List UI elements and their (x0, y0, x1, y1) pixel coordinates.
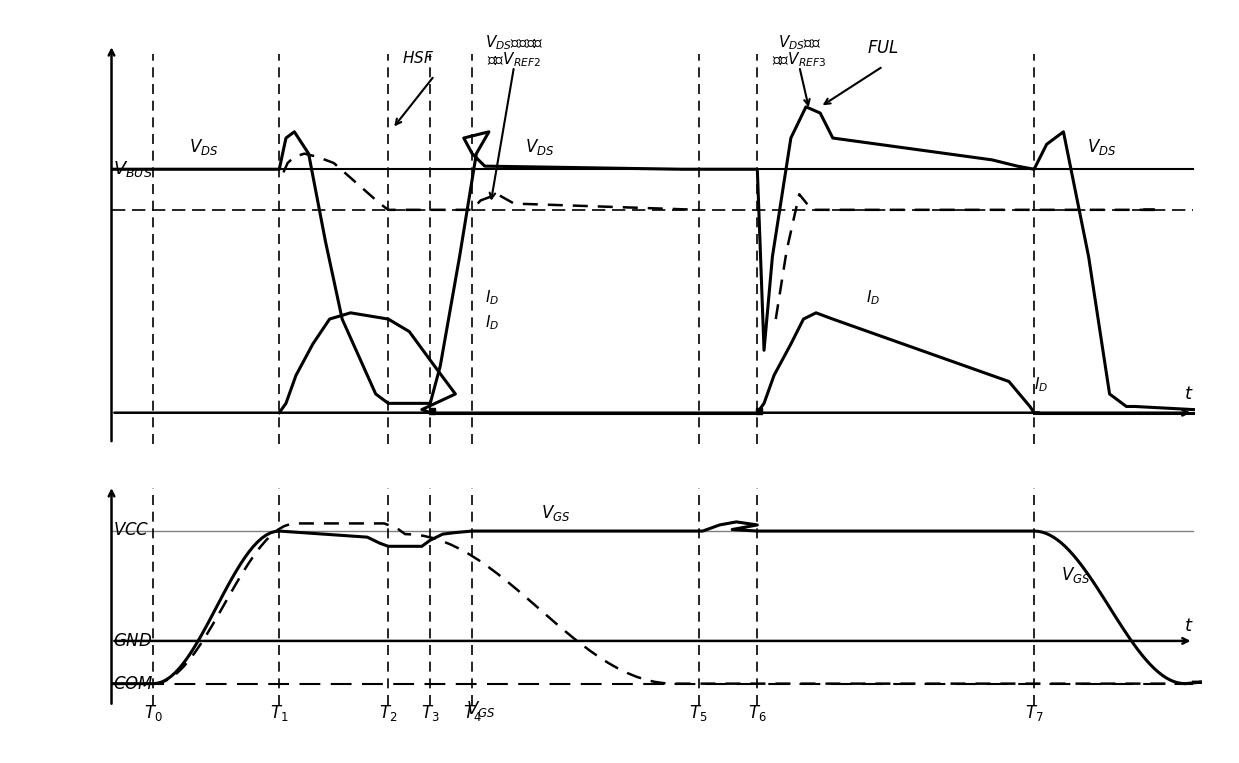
Text: $T_0$: $T_0$ (144, 703, 162, 723)
Text: $I_D$: $I_D$ (1035, 375, 1048, 394)
Text: $V_{DS}$保护: $V_{DS}$保护 (778, 34, 821, 52)
Text: $V_{GS}$: $V_{GS}$ (541, 504, 571, 523)
Text: $T_4$: $T_4$ (462, 703, 482, 723)
Text: $V_{DS}$检测使能: $V_{DS}$检测使能 (484, 34, 544, 52)
Text: $HSF$: $HSF$ (401, 50, 434, 66)
Text: $T_2$: $T_2$ (379, 703, 398, 723)
Text: 阈值$V_{REF3}$: 阈值$V_{REF3}$ (772, 50, 826, 69)
Text: $T_5$: $T_5$ (689, 703, 707, 723)
Text: $VCC$: $VCC$ (113, 520, 150, 539)
Text: $I_D$: $I_D$ (484, 288, 499, 307)
Text: $T_6$: $T_6$ (748, 703, 767, 723)
Text: $T_3$: $T_3$ (421, 703, 440, 723)
Text: $V_{DS}$: $V_{DS}$ (524, 137, 554, 156)
Text: $V_{GS}$: $V_{GS}$ (466, 699, 496, 719)
Text: $V_{DS}$: $V_{DS}$ (1087, 137, 1116, 156)
Text: $I_D$: $I_D$ (484, 313, 499, 332)
Text: $FUL$: $FUL$ (867, 39, 900, 57)
Text: $t$: $t$ (1184, 617, 1194, 635)
Text: $GND$: $GND$ (113, 632, 152, 650)
Text: $t$: $t$ (1184, 385, 1194, 404)
Text: $I_D$: $I_D$ (866, 288, 881, 307)
Text: $V_{DS}$: $V_{DS}$ (190, 137, 218, 156)
Text: $COM$: $COM$ (113, 674, 154, 693)
Text: 阈值$V_{REF2}$: 阈值$V_{REF2}$ (487, 50, 541, 69)
Text: $V_{BUS}$: $V_{BUS}$ (113, 159, 152, 179)
Text: $V_{GS}$: $V_{GS}$ (1062, 565, 1090, 584)
Text: $T_7$: $T_7$ (1025, 703, 1043, 723)
Text: $T_1$: $T_1$ (270, 703, 289, 723)
